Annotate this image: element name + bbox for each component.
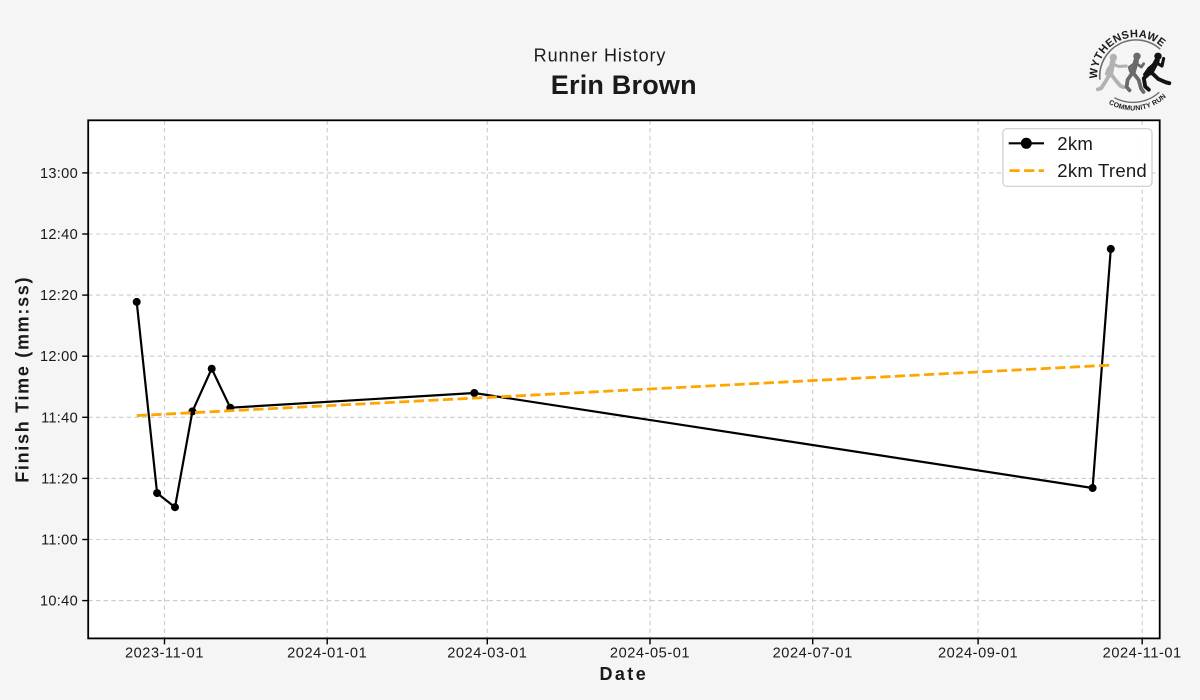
svg-text:12:40: 12:40 — [40, 227, 78, 243]
svg-text:11:00: 11:00 — [41, 533, 78, 549]
svg-text:Date: Date — [599, 664, 648, 684]
svg-text:2024-01-01: 2024-01-01 — [287, 646, 367, 662]
svg-text:Runner History: Runner History — [534, 46, 667, 66]
svg-text:2024-07-01: 2024-07-01 — [773, 646, 853, 662]
svg-text:2024-05-01: 2024-05-01 — [610, 646, 690, 662]
svg-text:12:20: 12:20 — [40, 288, 78, 304]
svg-text:12:00: 12:00 — [40, 349, 78, 365]
svg-text:11:20: 11:20 — [41, 471, 78, 487]
svg-text:11:40: 11:40 — [41, 410, 78, 426]
svg-text:2km: 2km — [1057, 133, 1093, 154]
svg-text:2024-11-01: 2024-11-01 — [1103, 646, 1182, 662]
svg-text:2024-09-01: 2024-09-01 — [938, 646, 1018, 662]
svg-text:2024-03-01: 2024-03-01 — [447, 646, 527, 662]
svg-text:10:40: 10:40 — [40, 594, 78, 610]
svg-text:13:00: 13:00 — [40, 166, 78, 182]
svg-text:Erin Brown: Erin Brown — [551, 70, 697, 100]
svg-text:2023-11-01: 2023-11-01 — [125, 646, 204, 662]
svg-text:2km Trend: 2km Trend — [1057, 160, 1147, 181]
svg-text:Finish Time (mm:ss): Finish Time (mm:ss) — [12, 276, 32, 483]
